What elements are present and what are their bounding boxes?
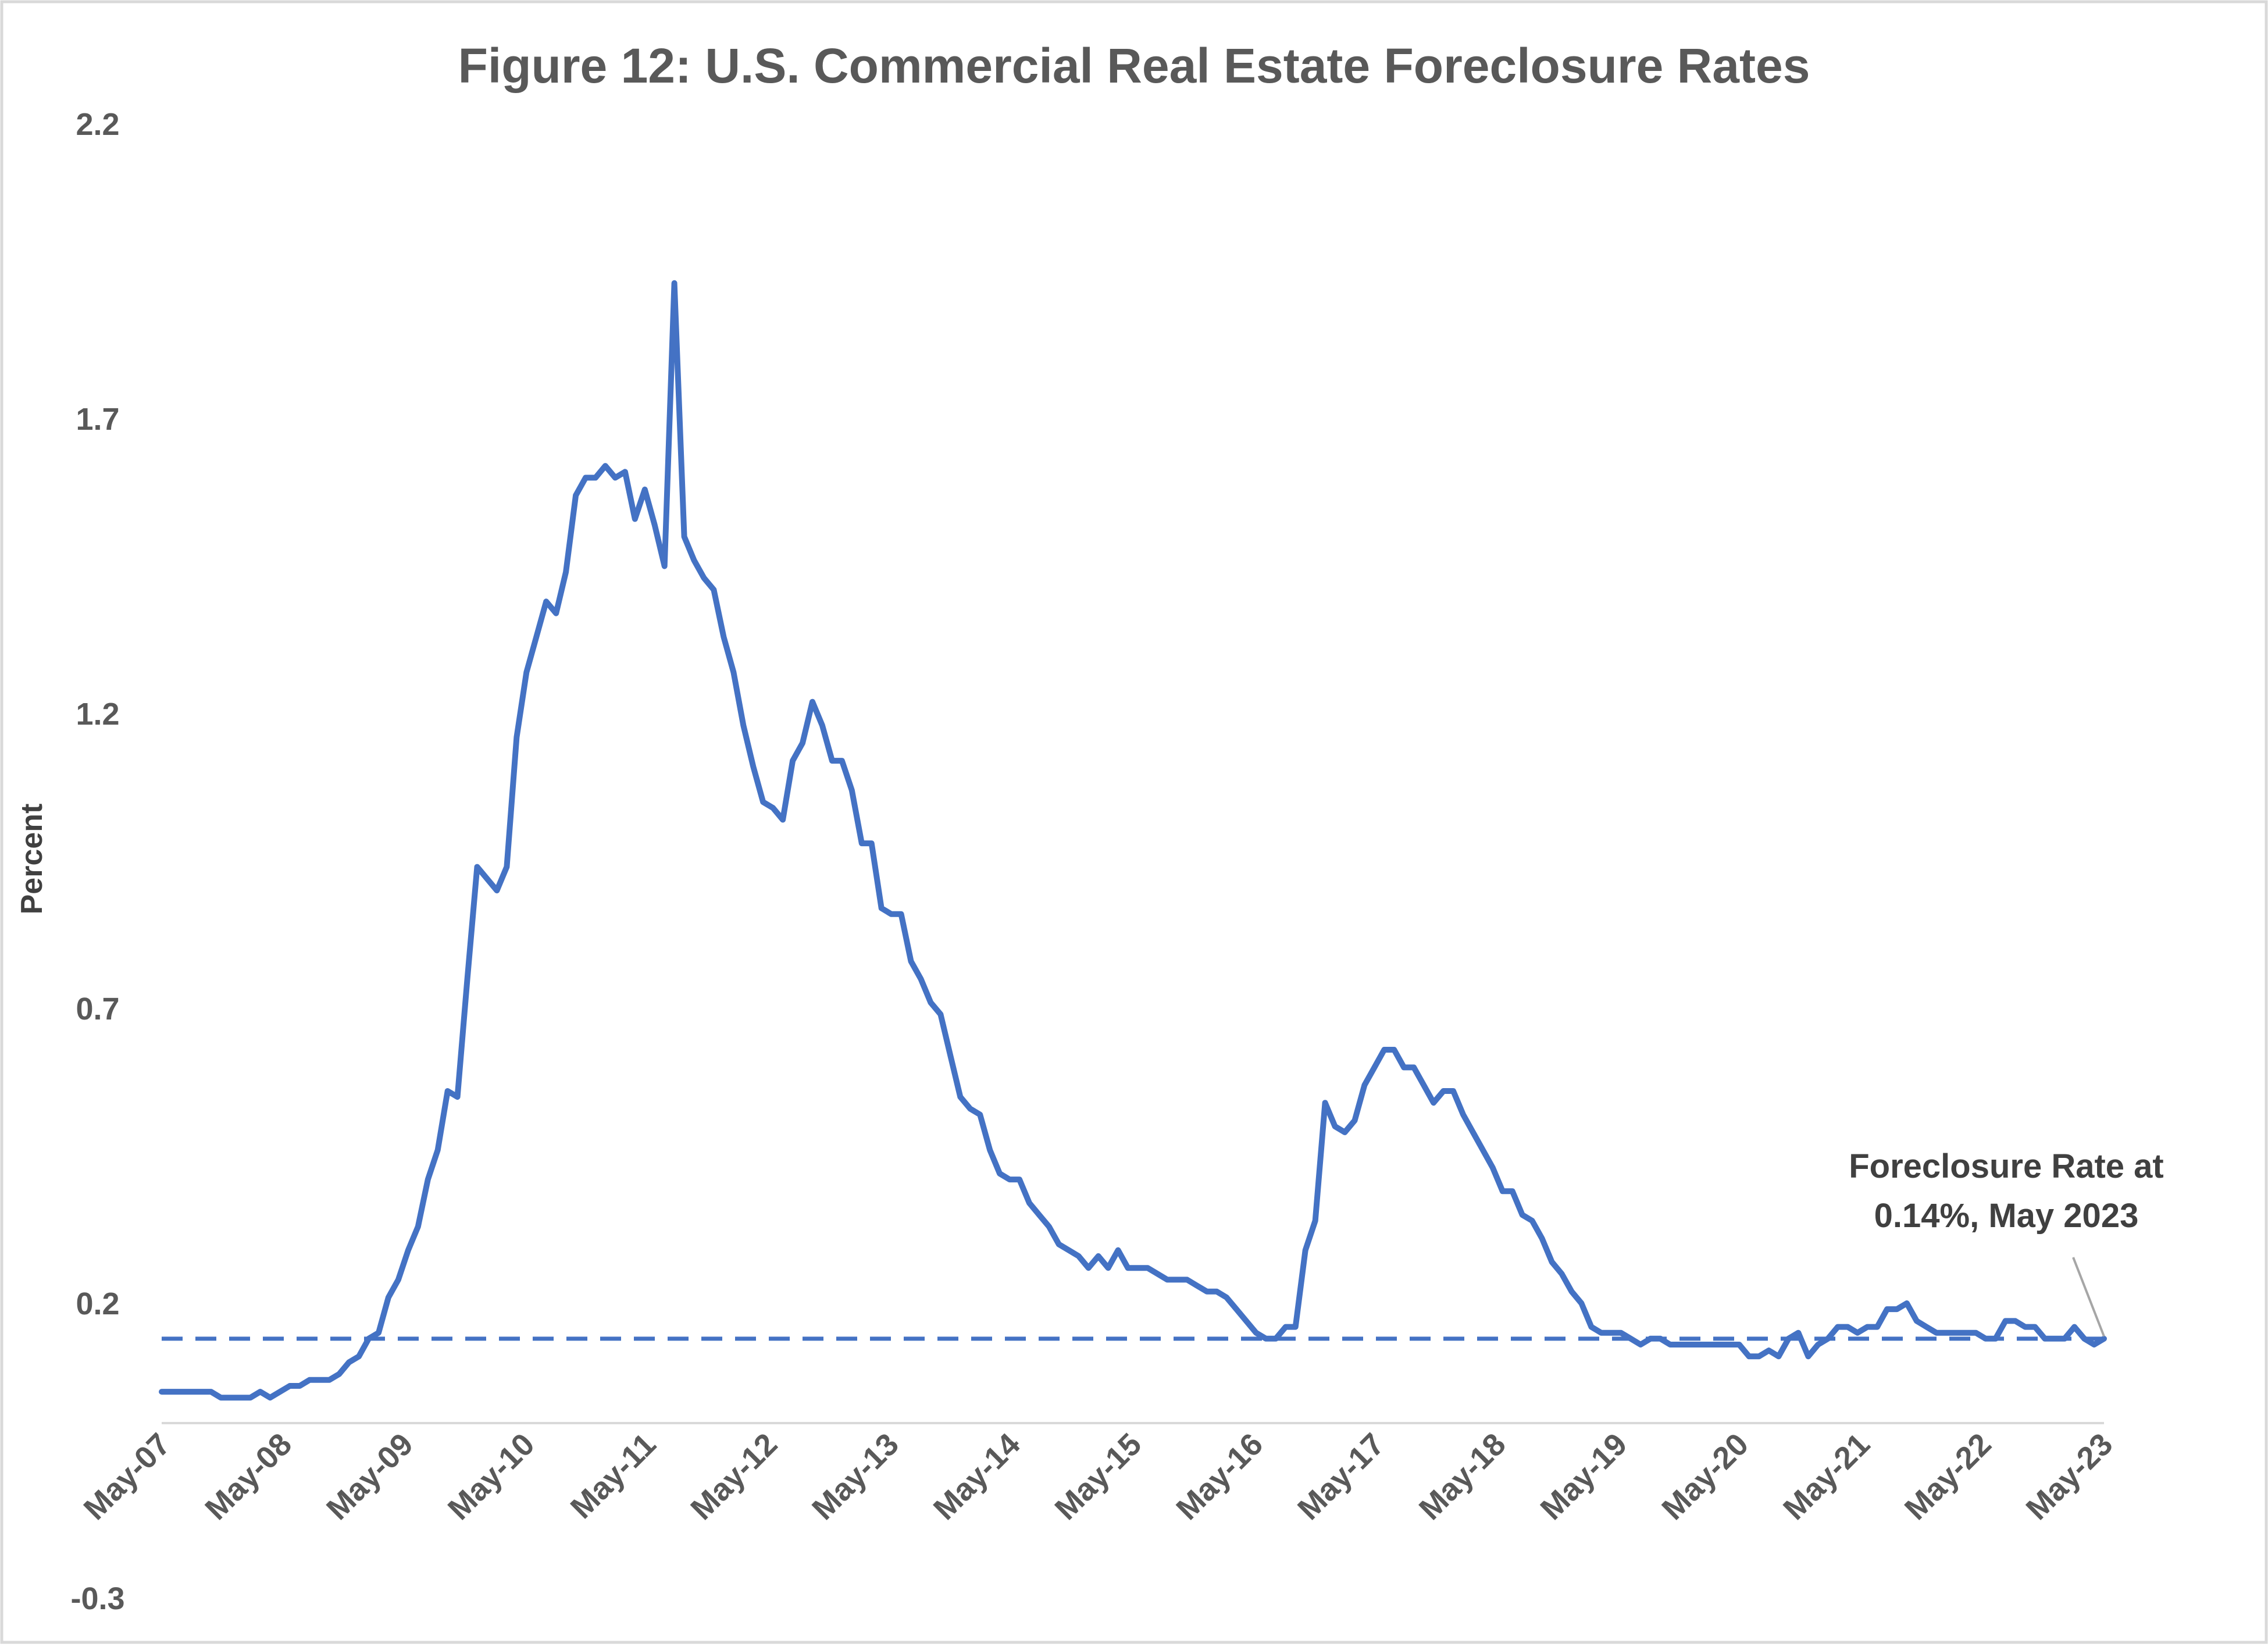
y-axis-label: Percent xyxy=(15,804,49,915)
y-tick-label: -0.3 xyxy=(70,1581,124,1616)
series-line-foreclosure-rate xyxy=(159,280,2107,1401)
annotation-line-1: Foreclosure Rate at xyxy=(1849,1147,2164,1185)
y-tick-label: 0.2 xyxy=(76,1286,119,1321)
y-tick-label: 2.2 xyxy=(76,107,119,142)
y-axis-ticks: 2.2 1.7 1.2 0.7 0.2 -0.3 xyxy=(70,107,124,1616)
chart-title: Figure 12: U.S. Commercial Real Estate F… xyxy=(458,38,1810,93)
y-tick-label: 1.7 xyxy=(76,402,119,437)
annotation-callout-line xyxy=(2072,1257,2105,1337)
annotation-line-2: 0.14%, May 2023 xyxy=(1874,1197,2139,1235)
y-tick-label: 0.7 xyxy=(76,992,119,1026)
y-tick-label: 1.2 xyxy=(76,697,119,732)
